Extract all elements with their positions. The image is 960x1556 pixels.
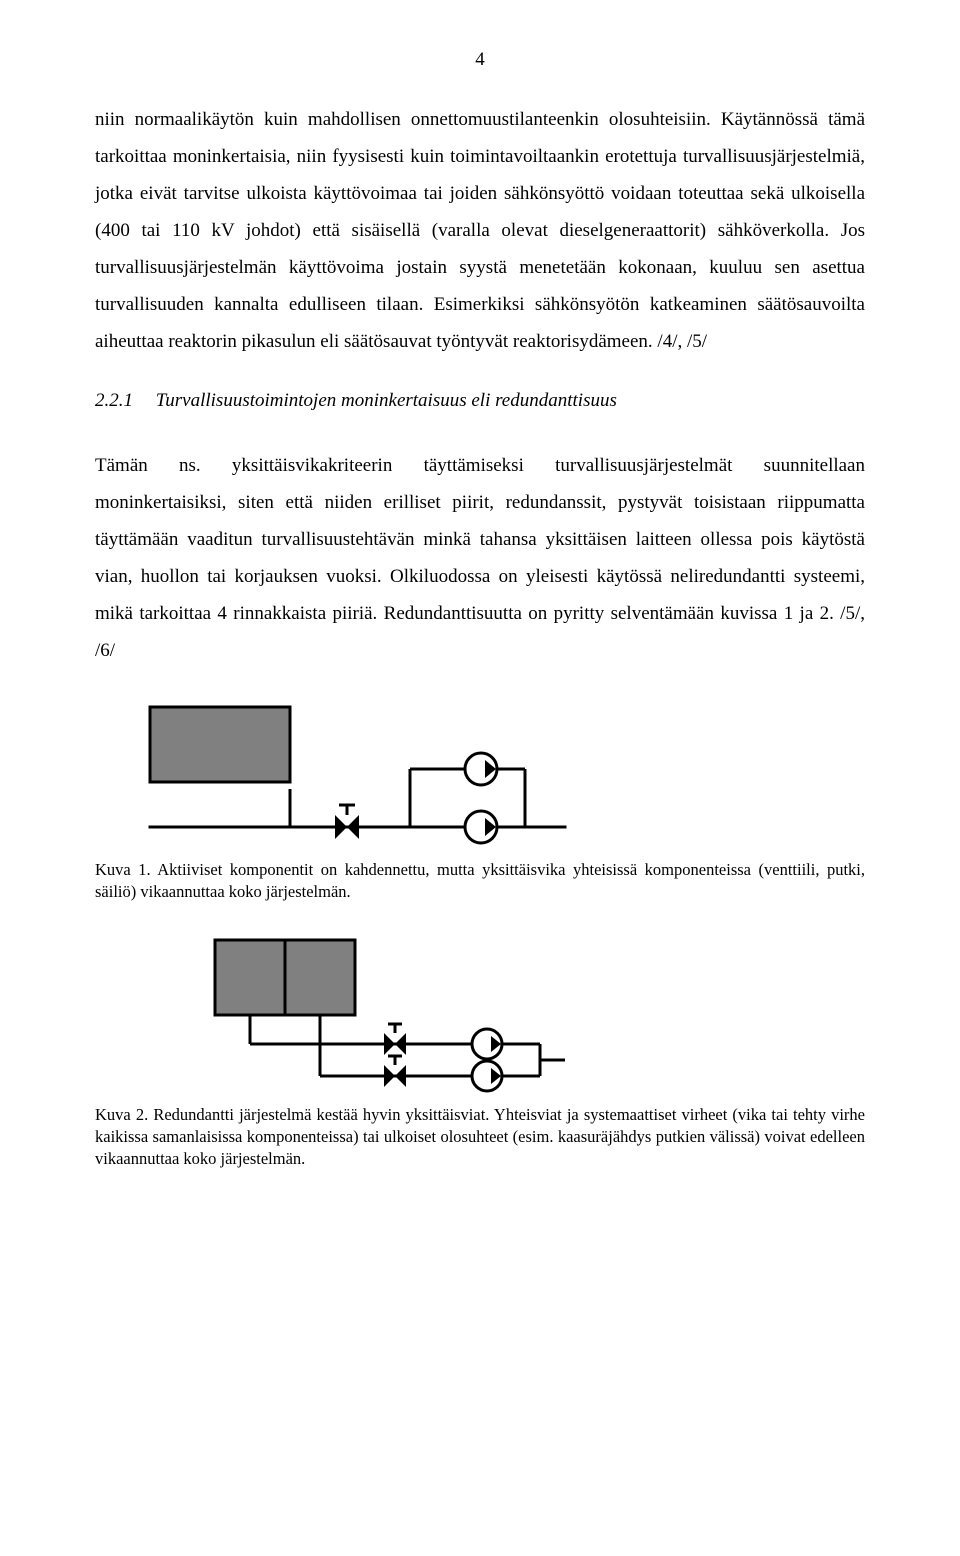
figure-2: [95, 934, 865, 1094]
body-paragraph-2: Tämän ns. yksittäisvikakriteerin täyttäm…: [95, 447, 865, 669]
subheading-number: 2.2.1: [95, 388, 133, 415]
caption-1: Kuva 1. Aktiiviset komponentit on kahden…: [95, 859, 865, 904]
page-number: 4: [95, 50, 865, 69]
subheading-title: Turvallisuustoimintojen moninkertaisuus …: [156, 390, 617, 411]
page: 4 niin normaalikäytön kuin mahdollisen o…: [0, 0, 960, 1237]
figure-2-svg: [95, 934, 595, 1094]
body-paragraph-1: niin normaalikäytön kuin mahdollisen onn…: [95, 101, 865, 360]
caption-2: Kuva 2. Redundantti järjestelmä kestää h…: [95, 1104, 865, 1171]
figure-1-svg: [95, 699, 595, 849]
figure-1: [95, 699, 865, 849]
subheading-2-2-1: 2.2.1 Turvallisuustoimintojen moninkerta…: [95, 388, 865, 415]
